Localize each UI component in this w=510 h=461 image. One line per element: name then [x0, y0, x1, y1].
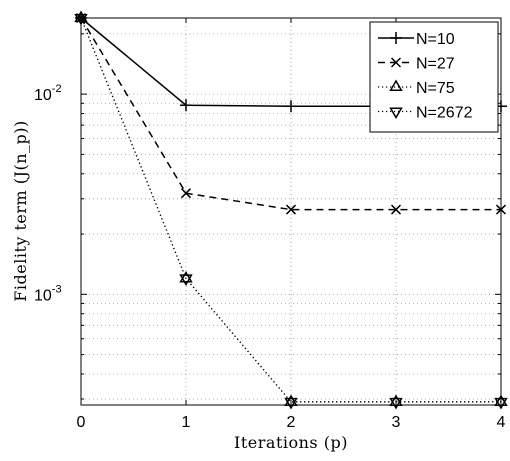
legend-label-N=10: N=10 [416, 31, 455, 48]
y-tick-label: 10-3 [34, 283, 62, 304]
legend-label-N=27: N=27 [416, 56, 455, 73]
data-point-N=27 [285, 204, 297, 215]
tick-labels: 0 1 2 3 4 10-2 10-3 [34, 83, 506, 431]
x-axis-label: Iterations (p) [234, 433, 348, 452]
legend: N=10 N=27 N=75 N=2672 [369, 21, 499, 133]
legend-marker-N=10 [390, 32, 402, 44]
data-point-N=2672 [389, 397, 403, 410]
data-point-N=27 [180, 188, 192, 199]
data-point-N=2672 [74, 13, 88, 26]
x-tick-label: 1 [182, 414, 191, 431]
y-axis-label: Fidelity term (J(n_p)) [11, 120, 30, 301]
x-tick-label: 3 [392, 414, 401, 431]
series-line-N=27 [80, 17, 501, 211]
data-point-N=27 [390, 204, 402, 215]
x-tick-label: 0 [77, 414, 86, 431]
legend-label-N=75: N=75 [416, 80, 455, 97]
legend-box [369, 21, 499, 133]
data-point-N=2672 [284, 397, 298, 410]
data-point-N=75 [179, 270, 193, 283]
legend-label-N=2672: N=2672 [416, 105, 473, 122]
legend-marker-N=75 [389, 79, 403, 92]
data-point-N=10 [180, 99, 192, 112]
legend-marker-N=27 [390, 57, 402, 68]
legend-marker-N=2672 [389, 107, 403, 119]
y-tick-label: 10-2 [34, 83, 62, 104]
data-point-N=10 [285, 100, 297, 113]
x-tick-label: 2 [287, 414, 296, 431]
data-point-N=2672 [179, 274, 193, 286]
x-tick-label: 4 [497, 414, 506, 431]
